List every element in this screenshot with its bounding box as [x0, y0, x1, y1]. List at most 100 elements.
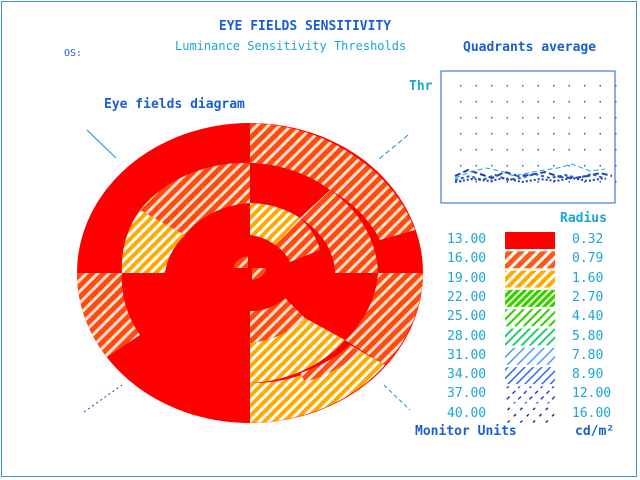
legend-swatch: [505, 405, 555, 423]
grid-dot: [553, 149, 555, 151]
legend-threshold-footer: Monitor Units: [415, 424, 517, 439]
grid-dot: [460, 101, 462, 103]
grid-dot: [491, 117, 493, 119]
grid-dot: [491, 101, 493, 103]
grid-dot: [537, 133, 539, 135]
sector-upper-left-middle: [121, 210, 185, 273]
grid-dot: [599, 133, 601, 135]
grid-dot: [599, 165, 601, 167]
eye-fields-diagram: [77, 123, 423, 423]
grid-dot: [506, 101, 508, 103]
grid-dot: [537, 165, 539, 167]
sector-inner-top: [250, 203, 300, 245]
legend-radius-value: 5.80: [572, 328, 604, 344]
legend-radius-value: 7.80: [572, 347, 604, 363]
legend-radius-value: 2.70: [572, 289, 604, 305]
grid-dot: [475, 181, 477, 183]
legend-threshold-value: 13.00: [447, 232, 487, 247]
grid-dot: [475, 101, 477, 103]
grid-dot: [537, 181, 539, 183]
legend-threshold-value: 19.00: [447, 270, 487, 286]
grid-dot: [537, 149, 539, 151]
legend-radius-value: 12.00: [572, 386, 612, 402]
legend-swatch: [505, 309, 555, 327]
grid-dot: [475, 85, 477, 87]
grid-dot: [599, 85, 601, 87]
grid-dot: [615, 133, 617, 135]
grid-dot: [506, 85, 508, 87]
grid-dot: [522, 149, 524, 151]
quadrants-chart: [440, 70, 617, 204]
sector-right-outer: [345, 273, 423, 365]
legend-threshold-value: 31.00: [447, 347, 487, 363]
axis-mark-upper-right: [377, 134, 409, 161]
grid-dot: [568, 181, 570, 183]
grid-dot: [491, 133, 493, 135]
grid-dot: [584, 117, 586, 119]
grid-dot: [599, 181, 601, 183]
grid-dot: [522, 101, 524, 103]
legend-swatch: [505, 386, 555, 404]
grid-dot: [537, 117, 539, 119]
grid-dot: [460, 117, 462, 119]
sector-upper-right-middle: [300, 190, 378, 273]
quadrants-grid: [460, 85, 617, 183]
grid-dot: [584, 149, 586, 151]
grid-dot: [615, 101, 617, 103]
grid-dot: [522, 117, 524, 119]
axis-mark-lower-left: [83, 384, 123, 413]
grid-dot: [522, 165, 524, 167]
grid-dot: [537, 101, 539, 103]
legend-radius-value: 0.32: [572, 232, 604, 247]
grid-dot: [584, 181, 586, 183]
grid-dot: [460, 165, 462, 167]
sector-lower-right-middle: [250, 318, 345, 383]
grid-dot: [460, 85, 462, 87]
grid-dot: [615, 149, 617, 151]
legend-threshold-value: 22.00: [447, 289, 487, 305]
grid-dot: [599, 101, 601, 103]
legend-swatch: [505, 232, 555, 249]
threshold-axis-label: Thr: [409, 79, 433, 94]
legend-swatch: [505, 251, 555, 269]
grid-dot: [506, 149, 508, 151]
grid-dot: [553, 85, 555, 87]
page-title: EYE FIELDS SENSITIVITY: [218, 19, 392, 34]
grid-dot: [475, 133, 477, 135]
diagram-title: Eye fields diagram: [104, 97, 245, 112]
grid-dot: [553, 181, 555, 183]
legend-radius-value: 16.00: [572, 405, 612, 421]
sector-bottom-outer: [250, 345, 385, 423]
grid-dot: [615, 165, 617, 167]
grid-dot: [506, 181, 508, 183]
grid-dot: [584, 85, 586, 87]
grid-dot: [522, 85, 524, 87]
grid-dot: [491, 165, 493, 167]
grid-dot: [568, 165, 570, 167]
grid-dot: [491, 149, 493, 151]
grid-dot: [568, 133, 570, 135]
grid-dot: [599, 117, 601, 119]
grid-dot: [475, 165, 477, 167]
grid-dot: [506, 117, 508, 119]
legend-radius-value: 0.79: [572, 251, 604, 267]
legend-swatches: [505, 232, 555, 423]
legend-radius-value: 1.60: [572, 270, 604, 286]
grid-dot: [522, 133, 524, 135]
legend-radius-value: 4.40: [572, 309, 604, 325]
legend-threshold-value: 16.00: [447, 251, 487, 267]
legend-swatch: [505, 347, 555, 365]
grid-dot: [553, 101, 555, 103]
grid-dot: [584, 133, 586, 135]
legend-swatch: [505, 270, 555, 288]
legend-swatch: [505, 367, 555, 385]
axis-mark-lower-right: [383, 384, 411, 411]
quadrants-title: Quadrants average: [463, 40, 597, 55]
grid-dot: [491, 85, 493, 87]
grid-dot: [568, 117, 570, 119]
legend-radius-header: Radius: [560, 211, 607, 226]
grid-dot: [553, 133, 555, 135]
grid-dot: [475, 117, 477, 119]
grid-dot: [568, 101, 570, 103]
